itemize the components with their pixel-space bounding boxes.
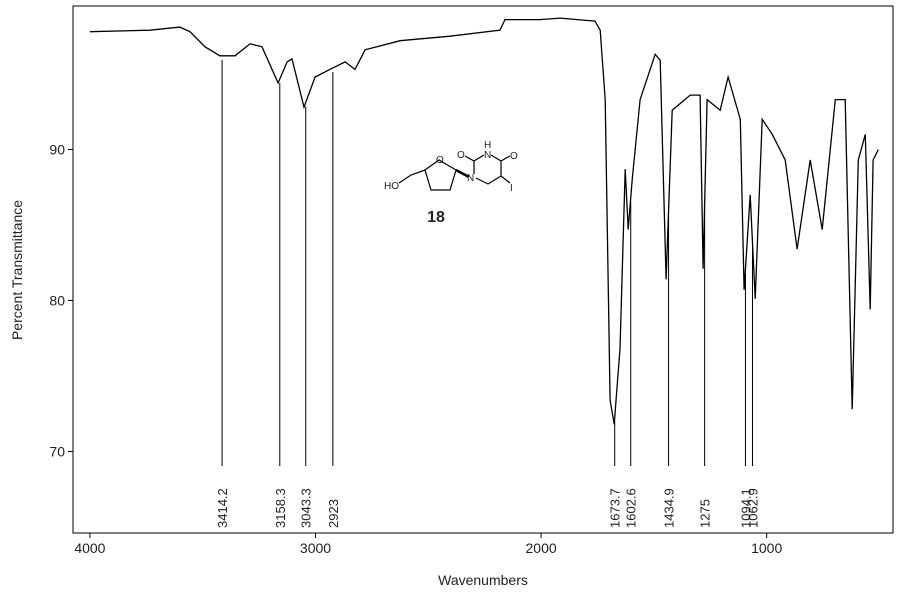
atom-label: N xyxy=(467,173,474,184)
peak-label: 1062.9 xyxy=(745,488,760,528)
peak-label: 1602.6 xyxy=(624,488,639,528)
bond xyxy=(500,155,511,162)
atom-label: HO xyxy=(384,181,399,192)
x-axis-title: Wavenumbers xyxy=(438,572,528,588)
peak-label: 1434.9 xyxy=(662,488,677,528)
peak-label: 2923 xyxy=(326,499,341,528)
peak-label: 1094.1 xyxy=(738,488,753,528)
y-axis-title: Percent Transmittance xyxy=(9,200,25,340)
peak-label: 3043.3 xyxy=(299,488,314,528)
y-tick-label: 70 xyxy=(49,443,65,459)
peak-label: 1673.7 xyxy=(608,488,623,528)
compound-label: 18 xyxy=(427,209,445,226)
bond xyxy=(398,169,426,184)
atom-label: H xyxy=(484,140,491,151)
atom-label: N xyxy=(484,150,491,161)
atom-label: O xyxy=(436,155,444,166)
atom-label: O xyxy=(457,150,465,161)
bond xyxy=(455,168,470,179)
peak-label: 3414.2 xyxy=(215,488,230,528)
peak-label: 1275 xyxy=(698,499,713,528)
bond xyxy=(464,155,475,162)
atom-label: O xyxy=(510,151,518,162)
spectrum-line xyxy=(89,17,879,425)
peak-label: 3158.3 xyxy=(273,488,288,528)
x-tick-label: 4000 xyxy=(74,540,105,556)
atom-label: I xyxy=(510,183,513,194)
x-tick-label: 3000 xyxy=(300,540,331,556)
x-tick-label: 2000 xyxy=(526,540,557,556)
bond xyxy=(473,154,485,174)
x-tick-label: 1000 xyxy=(751,540,782,556)
bond xyxy=(500,175,511,184)
y-tick-label: 80 xyxy=(49,292,65,308)
plot-frame xyxy=(72,5,894,534)
structure xyxy=(398,154,511,191)
ring xyxy=(424,159,457,191)
y-tick-label: 90 xyxy=(49,141,65,157)
